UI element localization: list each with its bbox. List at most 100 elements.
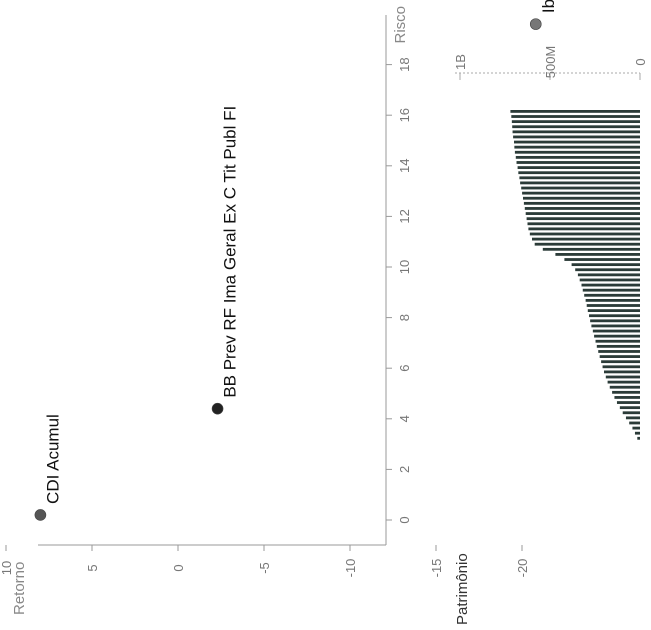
bar	[605, 375, 640, 379]
bar	[513, 135, 640, 139]
bar	[571, 263, 640, 267]
bar	[594, 334, 640, 338]
bar	[619, 406, 640, 410]
bar-tick-label: 500M	[543, 46, 558, 79]
bar	[526, 217, 640, 221]
bar	[519, 176, 640, 180]
scatter-chart: Retorno Risco 151050-5-10-15-20 02468101…	[0, 0, 558, 615]
x-tick-label: 2	[397, 466, 412, 473]
bar	[577, 273, 640, 277]
y-tick-label: 0	[171, 564, 186, 571]
bar-tick-group: 0 500M 1B	[453, 46, 648, 80]
bar	[614, 396, 640, 399]
y-axis-title: Retorno	[11, 562, 28, 615]
bar	[523, 196, 640, 200]
bar	[521, 186, 640, 190]
bar	[512, 130, 640, 134]
bar	[589, 314, 640, 318]
bar	[524, 207, 640, 210]
bar	[612, 390, 640, 394]
bar	[511, 120, 640, 124]
bar	[514, 140, 640, 144]
bar-series	[510, 110, 640, 440]
y-tick-label: -10	[343, 559, 358, 578]
y-tick-label: 10	[0, 561, 14, 575]
bar	[527, 222, 640, 226]
bar	[525, 212, 640, 215]
bar	[592, 329, 640, 333]
point-group: CDI Acumul BB Prev RF Ima Geral Ex C Tit …	[34, 0, 558, 521]
x-tick-label: 8	[397, 314, 412, 321]
bar	[590, 319, 640, 323]
data-point	[34, 509, 47, 521]
bar	[523, 201, 640, 205]
bar	[516, 161, 640, 164]
bar	[518, 171, 640, 175]
bar	[542, 247, 640, 251]
bar	[512, 125, 640, 129]
x-tick-label: 4	[397, 415, 412, 422]
bar	[528, 227, 640, 231]
point-label: Ibovespa	[539, 0, 558, 13]
bar	[584, 293, 640, 297]
bar	[604, 370, 640, 374]
point-label: CDI Acumul	[43, 414, 62, 504]
bar	[515, 155, 640, 159]
bar	[637, 436, 640, 440]
x-tick-label: 14	[397, 159, 412, 173]
bar	[514, 145, 640, 149]
y-tick-label: -20	[515, 559, 530, 578]
bar	[599, 355, 640, 358]
patrimonio-label: Patrimônio	[454, 553, 471, 625]
bar	[601, 360, 640, 364]
x-tick-label: 10	[397, 260, 412, 274]
bar	[532, 237, 640, 241]
bar	[522, 191, 640, 195]
bar	[582, 288, 640, 292]
bar	[555, 253, 640, 256]
bar	[510, 110, 640, 113]
x-tick-label: 0	[397, 516, 412, 523]
bar	[587, 309, 640, 313]
bar	[616, 401, 640, 404]
y-tick-label: -5	[257, 562, 272, 574]
bar-tick-label: 0	[633, 58, 648, 65]
y-tick-group: 151050-5-10-15-20	[0, 545, 530, 577]
data-point	[529, 18, 542, 30]
bar-tick-label: 1B	[453, 54, 468, 70]
bar	[585, 298, 640, 302]
bar	[514, 150, 640, 154]
bar	[607, 380, 640, 384]
bar	[629, 421, 640, 425]
x-tick-label: 12	[397, 209, 412, 223]
y-tick-label: -15	[429, 559, 444, 578]
x-tick-label: 18	[397, 57, 412, 71]
bar	[517, 166, 640, 169]
bar	[632, 426, 640, 430]
bar	[625, 416, 640, 420]
bar	[575, 268, 640, 272]
x-tick-group: 0 2 4 6 8 10 12 14 16 18	[386, 57, 412, 524]
bar	[579, 278, 640, 282]
bar	[622, 411, 640, 415]
bar	[520, 181, 640, 185]
point-label: BB Prev RF Ima Geral Ex C Tit Publ FI	[221, 106, 240, 398]
bar	[586, 304, 640, 307]
bar	[595, 339, 640, 343]
bar	[529, 232, 640, 236]
bar	[634, 431, 640, 435]
x-tick-label: 16	[397, 108, 412, 122]
bar	[581, 283, 640, 287]
bar	[602, 365, 640, 369]
bar	[596, 344, 640, 348]
x-axis-title: Risco	[392, 6, 409, 44]
bar	[511, 115, 640, 118]
bar	[564, 258, 640, 261]
bar	[609, 385, 640, 389]
y-tick-label: 5	[85, 564, 100, 571]
x-tick-label: 6	[397, 365, 412, 372]
data-point	[211, 402, 224, 415]
bar	[534, 242, 640, 246]
bar	[591, 324, 640, 328]
